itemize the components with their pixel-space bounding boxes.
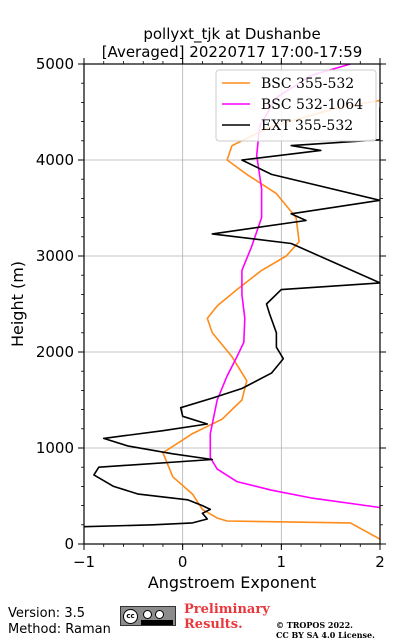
cc-icon: cc — [123, 609, 138, 624]
chart-title: pollyxt_tjk at Dushanbe — [143, 25, 320, 44]
preliminary-line2: Results. — [184, 617, 243, 632]
method-label: Method: Raman — [8, 622, 111, 637]
grid — [84, 64, 380, 544]
x-axis-label: Angstroem Exponent — [148, 573, 316, 592]
x-tick-label: 2 — [375, 553, 385, 571]
cc-license-badge: cc — [120, 606, 176, 626]
legend-label: BSC 355-532 — [261, 76, 354, 92]
y-tick-label: 4000 — [36, 151, 74, 169]
y-tick-label: 0 — [64, 535, 74, 553]
chart-subtitle: [Averaged] 20220717 17:00-17:59 — [102, 43, 363, 61]
legend-label: EXT 355-532 — [261, 118, 353, 134]
preliminary-notice: Preliminary Results. — [184, 602, 270, 632]
license-strip — [141, 620, 173, 625]
series-line-3 — [84, 107, 380, 528]
x-tick-label: 1 — [277, 553, 287, 571]
legend-label: BSC 532-1064 — [261, 97, 363, 113]
copyright-line1: © TROPOS 2022. — [276, 620, 353, 630]
chart: pollyxt_tjk at Dushanbe [Averaged] 20220… — [8, 25, 386, 592]
x-tick-label: 0 — [178, 553, 188, 571]
copyright-line2: CC BY SA 4.0 License. — [276, 630, 375, 640]
legend: BSC 355-532 BSC 532-1064 EXT 355-532 — [215, 69, 377, 142]
y-tick-label: 2000 — [36, 343, 74, 361]
y-tick-label: 3000 — [36, 247, 74, 265]
legend-box — [215, 69, 377, 142]
sa-icon — [155, 610, 164, 619]
copyright-notice: © TROPOS 2022. CC BY SA 4.0 License. — [276, 620, 375, 640]
axis-ticks — [78, 58, 386, 550]
version-label: Version: 3.5 — [8, 606, 85, 621]
plot-frame — [83, 63, 381, 545]
preliminary-line1: Preliminary — [184, 602, 270, 617]
x-tick-label: −1 — [73, 553, 95, 571]
y-tick-label: 1000 — [36, 439, 74, 457]
by-icon — [143, 610, 152, 619]
y-axis-label: Height (m) — [8, 261, 27, 347]
y-tick-label: 5000 — [36, 55, 74, 73]
